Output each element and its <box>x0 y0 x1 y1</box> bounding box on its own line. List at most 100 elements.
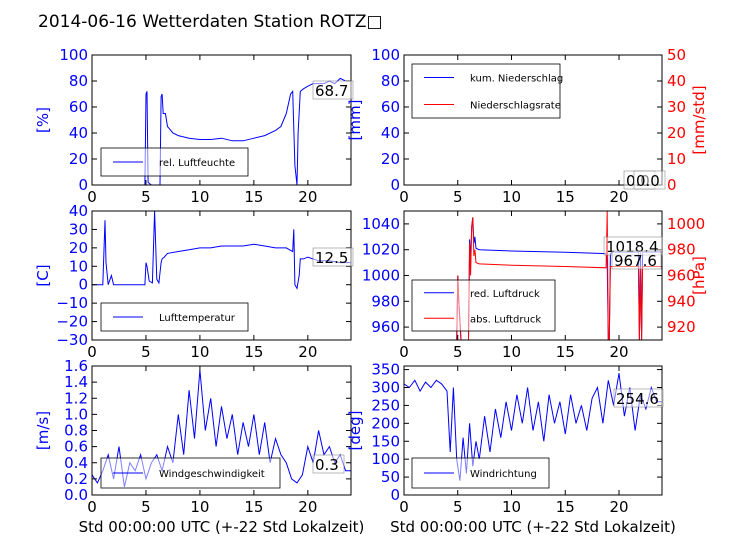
pressure-ytick-label-2: 1000 <box>362 267 400 285</box>
windspeed-xtick-label-3: 15 <box>244 498 263 516</box>
humidity-annotation: 68.7 <box>315 82 348 100</box>
precipitation-ytick-label-2: 40 <box>381 124 400 142</box>
precipitation-ytick-label-4: 80 <box>381 72 400 90</box>
windspeed-ytick-label-3: 0.6 <box>64 438 88 456</box>
winddirection-ytick-label-1: 50 <box>381 468 400 486</box>
precipitation-y2label: [mm/std] <box>690 85 708 154</box>
temperature-xtick-label-4: 20 <box>298 343 317 361</box>
precipitation-y2tick-label-5: 50 <box>667 46 686 64</box>
pressure-annotation2: 967.6 <box>614 252 657 270</box>
winddirection-annotation-box <box>613 388 664 408</box>
humidity-annotation-box <box>312 80 354 100</box>
precipitation-annotation2: 0.0 <box>636 172 660 190</box>
pressure-y2tick-label-0: 920 <box>667 318 696 336</box>
pressure-y2tick-label-1: 940 <box>667 292 696 310</box>
pressure-y2label: [hPa] <box>690 256 708 295</box>
precipitation-xtick-label-4: 20 <box>609 188 628 206</box>
windspeed-legend-label-0: Windgeschwindigkeit <box>159 469 265 480</box>
pressure-ytick-label-4: 1040 <box>362 215 400 233</box>
precipitation-xtick-label-2: 10 <box>502 188 521 206</box>
temperature-ytick-label-7: 40 <box>69 202 88 220</box>
precipitation-legend-label-0: kum. Niederschlag <box>470 74 563 85</box>
precipitation-y2tick-label-3: 30 <box>667 98 686 116</box>
temperature-ytick-label-4: 10 <box>69 257 88 275</box>
humidity-ytick-label-2: 40 <box>69 124 88 142</box>
pressure-ytick-label-1: 980 <box>371 292 400 310</box>
windspeed-ytick-label-0: 0.0 <box>64 486 88 504</box>
precipitation-xtick-label-1: 5 <box>453 188 463 206</box>
chart-title: 2014-06-16 Wetterdaten Station ROTZ□ <box>38 12 383 32</box>
pressure-legend-label-0: red. Luftdruck <box>470 289 540 300</box>
precipitation-legend-box <box>411 63 561 119</box>
winddirection-xtick-label-3: 15 <box>556 498 575 516</box>
winddirection-frame <box>403 365 663 496</box>
precipitation-xtick-label-0: 0 <box>399 188 409 206</box>
temperature-ytick-label-2: −10 <box>56 294 88 312</box>
windspeed-xtick-label-2: 10 <box>190 498 209 516</box>
winddirection-xtick-label-0: 0 <box>399 498 409 516</box>
pressure-xtick-label-4: 20 <box>609 343 628 361</box>
humidity-frame <box>91 54 352 186</box>
pressure-y2tick-label-4: 1000 <box>667 215 705 233</box>
winddirection-xtick-label-2: 10 <box>502 498 521 516</box>
precipitation-annotation2-box <box>633 170 666 190</box>
winddirection-annotation: 254.6 <box>616 390 659 408</box>
precipitation-ytick-label-0: 0 <box>390 176 400 194</box>
humidity-xtick-label-3: 15 <box>244 188 263 206</box>
humidity-xtick-label-1: 5 <box>141 188 151 206</box>
pressure-ytick-label-3: 1020 <box>362 241 400 259</box>
temperature-xtick-label-3: 15 <box>244 343 263 361</box>
pressure-y2tick-label-3: 980 <box>667 241 696 259</box>
precipitation-y2tick-label-2: 20 <box>667 124 686 142</box>
winddirection-ytick-label-3: 150 <box>371 432 400 450</box>
windspeed-ytick-label-7: 1.4 <box>64 373 88 391</box>
pressure-xtick-label-3: 15 <box>556 343 575 361</box>
temperature-panel: 0 5 10 15 20−30−20−10010203040[C]Lufttempera… <box>34 202 354 361</box>
winddirection-xtick-label-1: 5 <box>453 498 463 516</box>
precipitation-ytick-label-1: 20 <box>381 150 400 168</box>
pressure-legend-box <box>411 279 556 332</box>
pressure-annotation2-box <box>611 250 662 270</box>
windspeed-ytick-label-8: 1.6 <box>64 357 88 375</box>
temperature-annotation-box <box>312 247 354 267</box>
pressure-y2tick-label-2: 960 <box>667 267 696 285</box>
windspeed-ytick-label-2: 0.4 <box>64 454 88 472</box>
temperature-xtick-label-2: 10 <box>190 343 209 361</box>
humidity-xtick-label-0: 0 <box>87 188 97 206</box>
windspeed-ylabel: [m/s] <box>34 411 52 450</box>
temperature-annotation: 12.5 <box>315 249 348 267</box>
windspeed-annotation-box <box>312 454 345 474</box>
temperature-ytick-label-6: 30 <box>69 220 88 238</box>
windspeed-xlabel: Std 00:00:00 UTC (+-22 Std Lokalzeit) <box>79 518 365 536</box>
windspeed-annotation: 0.3 <box>315 456 339 474</box>
winddirection-ytick-label-2: 100 <box>371 450 400 468</box>
windspeed-xtick-label-4: 20 <box>298 498 317 516</box>
humidity-legend-label-0: rel. Luftfeuchte <box>159 158 235 169</box>
temperature-ytick-label-5: 20 <box>69 239 88 257</box>
temperature-legend-label-0: Lufttemperatur <box>159 313 236 324</box>
humidity-ytick-label-4: 80 <box>69 72 88 90</box>
pressure-series-1 <box>456 211 662 340</box>
precipitation-ytick-label-3: 60 <box>381 98 400 116</box>
humidity-ytick-label-3: 60 <box>69 98 88 116</box>
winddirection-xtick-label-4: 20 <box>609 498 628 516</box>
humidity-ytick-label-5: 100 <box>59 46 88 64</box>
temperature-series-0 <box>92 211 351 290</box>
windspeed-ytick-label-1: 0.2 <box>64 470 88 488</box>
winddirection-legend-label-0: Windrichtung <box>470 469 537 480</box>
precipitation-y2tick-label-4: 40 <box>667 72 686 90</box>
temperature-frame <box>91 210 352 341</box>
temperature-ylabel: [C] <box>34 264 52 286</box>
windspeed-xtick-label-1: 5 <box>141 498 151 516</box>
windspeed-ytick-label-4: 0.8 <box>64 422 88 440</box>
humidity-ylabel: [%] <box>34 107 52 133</box>
humidity-ytick-label-0: 0 <box>78 176 88 194</box>
precipitation-frame <box>403 54 663 186</box>
temperature-ytick-label-3: 0 <box>78 276 88 294</box>
precipitation-ylabel: [mm] <box>346 100 364 141</box>
windspeed-xtick-label-0: 0 <box>87 498 97 516</box>
windspeed-ytick-label-5: 1.0 <box>64 405 88 423</box>
pressure-xtick-label-1: 5 <box>453 343 463 361</box>
humidity-xtick-label-2: 10 <box>190 188 209 206</box>
